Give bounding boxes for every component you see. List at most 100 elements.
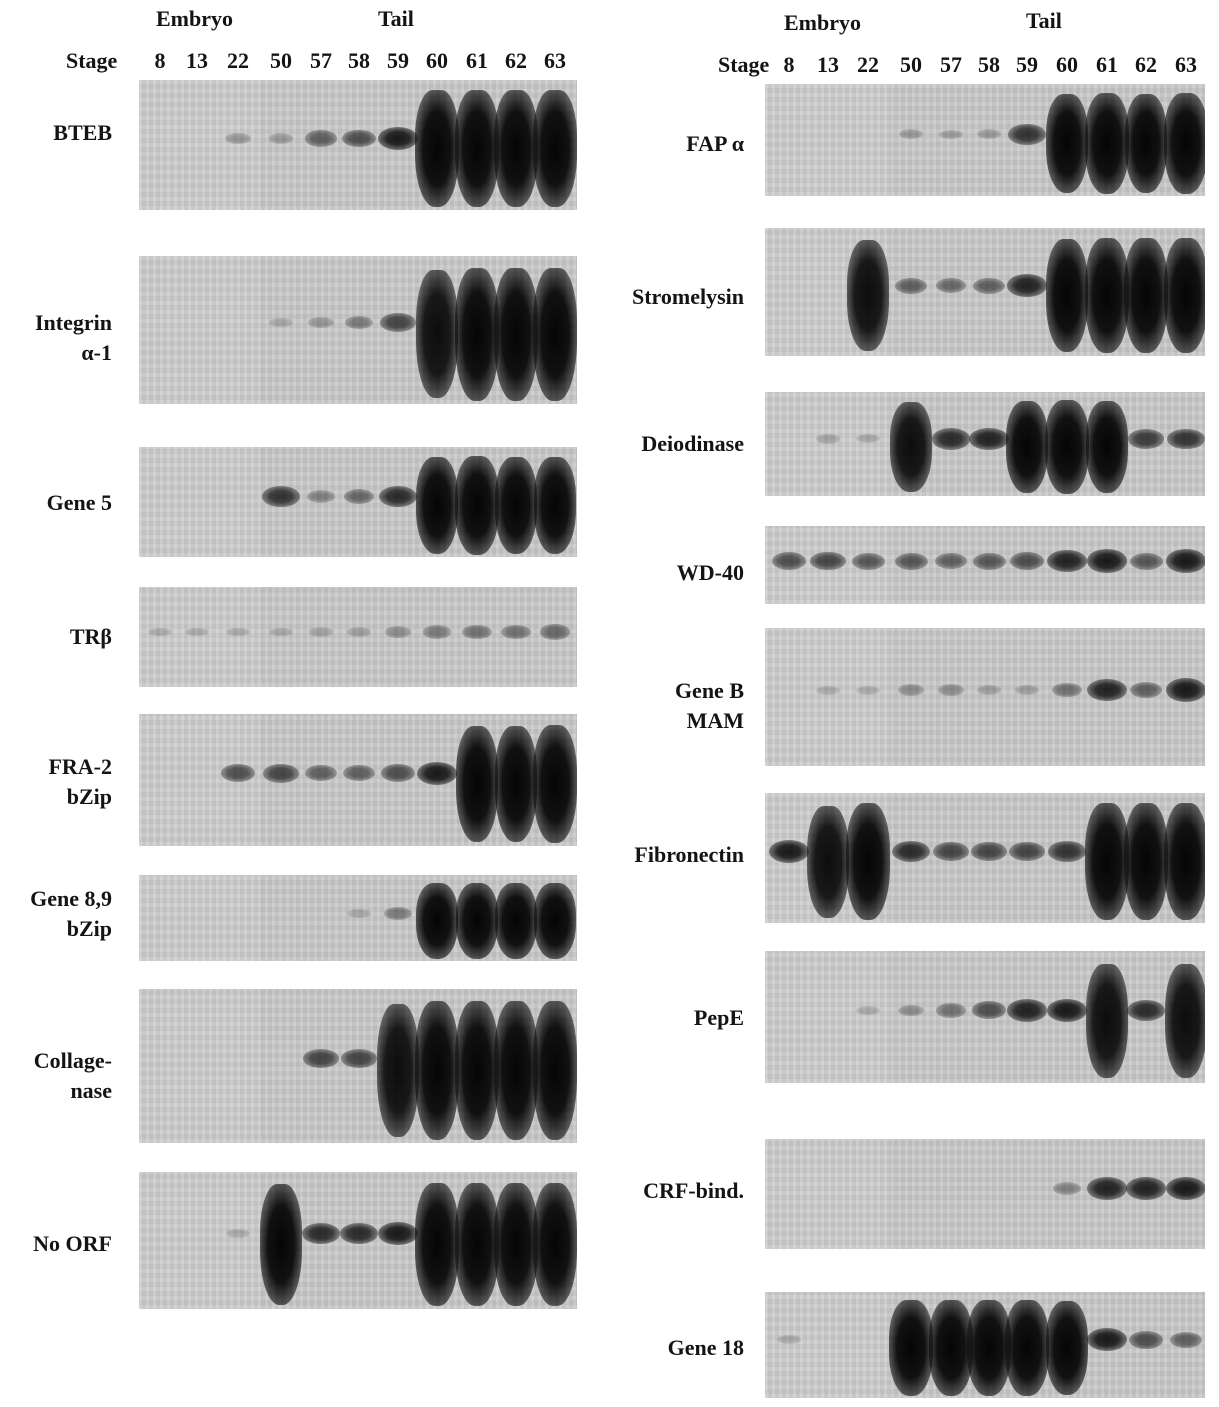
gene-label-line: Gene 18 — [667, 1335, 744, 1360]
embryo-lane-zone — [765, 392, 890, 496]
band-deiodinase-lane-8 — [1085, 401, 1129, 493]
band-bteb-lane-10 — [533, 90, 577, 208]
band-geneb-lane-8 — [1087, 678, 1127, 702]
blot-bteb — [139, 80, 577, 210]
gene-label-crf: CRF-bind. — [643, 1176, 744, 1206]
band-fibronectin-lane-4 — [933, 842, 969, 861]
gene-label-line: Gene 8,9 — [30, 886, 112, 911]
band-bteb-lane-2 — [225, 133, 251, 144]
gene-label-gene18: Gene 18 — [668, 1333, 744, 1363]
band-crf-lane-9 — [1126, 1177, 1166, 1200]
blot-wd40 — [765, 526, 1205, 604]
band-gene89-lane-8 — [455, 882, 499, 959]
band-wd40-lane-6 — [1009, 552, 1045, 571]
band-deiodinase-lane-10 — [1167, 428, 1205, 450]
band-gene5-lane-5 — [343, 488, 375, 505]
blot-geneb — [765, 628, 1205, 766]
band-noorf-lane-8 — [455, 1182, 499, 1307]
gene-label-line: α-1 — [81, 340, 112, 365]
band-fra2-lane-10 — [533, 724, 577, 844]
left-lane-label: 58 — [348, 48, 370, 73]
band-trb-lane-1 — [185, 627, 209, 637]
band-trb-lane-5 — [346, 627, 372, 637]
band-geneb-lane-7 — [1052, 682, 1082, 698]
right-lane-label: 57 — [940, 52, 962, 77]
band-stromelysin-lane-9 — [1124, 238, 1168, 354]
band-fra2-lane-3 — [263, 764, 299, 783]
left-group-tail: Tail — [378, 6, 414, 31]
blot-fra2 — [139, 714, 577, 846]
right-lane-label: 13 — [817, 52, 839, 77]
band-bteb-lane-6 — [377, 126, 419, 151]
left-lane-label: 60 — [426, 48, 448, 73]
gene-label-line: CRF-bind. — [643, 1178, 744, 1203]
gene-label-line: nase — [70, 1078, 112, 1103]
right-lane-label: 8 — [783, 52, 795, 77]
band-integrin-lane-5 — [344, 315, 374, 330]
band-gene5-lane-7 — [415, 456, 459, 554]
band-pepe-lane-6 — [1007, 999, 1047, 1022]
embryo-lane-zone — [139, 447, 260, 557]
band-stromelysin-lane-10 — [1164, 238, 1205, 354]
band-fibronectin-lane-0 — [768, 839, 810, 864]
left-lane-label: 22 — [227, 48, 249, 73]
band-wd40-lane-5 — [972, 552, 1006, 570]
left-lane-label: 63 — [544, 48, 566, 73]
band-bteb-lane-5 — [341, 129, 377, 148]
band-wd40-lane-3 — [894, 552, 928, 570]
band-bteb-lane-4 — [305, 130, 337, 147]
band-gene89-lane-5 — [347, 909, 371, 919]
band-trb-lane-4 — [309, 627, 333, 637]
band-pepe-lane-3 — [897, 1004, 925, 1017]
band-crf-lane-8 — [1087, 1177, 1127, 1200]
band-gene5-lane-4 — [307, 490, 335, 503]
embryo-lane-zone — [139, 587, 260, 687]
band-noorf-lane-9 — [494, 1182, 538, 1307]
band-geneb-lane-1 — [816, 685, 840, 695]
blot-gene18 — [765, 1292, 1205, 1398]
gene-label-deiodinase: Deiodinase — [641, 429, 744, 459]
right-lane-label: 61 — [1096, 52, 1118, 77]
band-collagenase-lane-4 — [303, 1048, 339, 1068]
band-fibronectin-lane-2 — [846, 803, 890, 921]
left-lane-label: 13 — [186, 48, 208, 73]
band-gene18-lane-5 — [967, 1300, 1011, 1396]
band-trb-lane-2 — [226, 627, 250, 637]
blot-crf — [765, 1139, 1205, 1249]
band-fibronectin-lane-8 — [1085, 803, 1129, 921]
band-pepe-lane-9 — [1126, 999, 1166, 1022]
band-gene18-lane-0 — [777, 1335, 801, 1345]
band-fap-lane-8 — [1085, 92, 1129, 194]
band-fra2-lane-7 — [416, 761, 458, 786]
band-deiodinase-lane-1 — [816, 434, 840, 444]
band-fibronectin-lane-10 — [1164, 803, 1205, 921]
band-fibronectin-lane-9 — [1124, 803, 1168, 921]
left-lane-label: 59 — [387, 48, 409, 73]
gene-label-line: Collage- — [33, 1048, 112, 1073]
band-integrin-lane-7 — [416, 270, 458, 399]
band-collagenase-lane-9 — [494, 1001, 538, 1140]
gene-label-line: PepE — [693, 1005, 744, 1030]
band-fap-lane-3 — [898, 129, 924, 140]
band-geneb-lane-10 — [1165, 678, 1205, 702]
band-fra2-lane-4 — [305, 765, 337, 782]
band-noorf-lane-3 — [259, 1184, 303, 1306]
film-texture — [765, 628, 1205, 766]
gene-label-gene89: Gene 8,9 bZip — [30, 884, 112, 944]
right-lane-label: 59 — [1016, 52, 1038, 77]
blot-trb — [139, 587, 577, 687]
band-fap-lane-6 — [1008, 124, 1046, 145]
blot-deiodinase — [765, 392, 1205, 496]
left-group-embryo: Embryo — [156, 6, 233, 31]
band-fap-lane-9 — [1124, 93, 1168, 193]
gene-label-line: bZip — [66, 784, 112, 809]
band-pepe-lane-10 — [1165, 963, 1205, 1079]
embryo-lane-zone — [765, 1139, 890, 1249]
gene-label-gene5: Gene 5 — [47, 488, 112, 518]
right-lane-label: 63 — [1175, 52, 1197, 77]
band-integrin-lane-10 — [533, 267, 577, 402]
band-collagenase-lane-6 — [377, 1004, 419, 1138]
band-noorf-lane-5 — [339, 1222, 379, 1245]
embryo-lane-zone — [765, 1292, 890, 1398]
gene-label-line: FAP α — [686, 131, 744, 156]
